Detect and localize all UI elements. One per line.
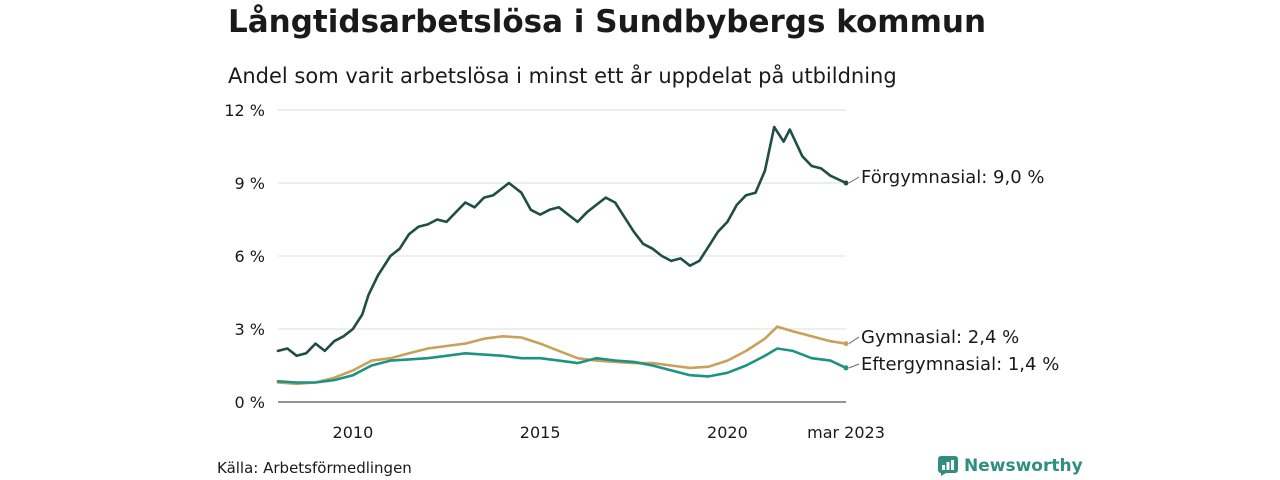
series-end-point <box>843 180 849 186</box>
series-line-gymnasial <box>276 325 848 386</box>
series-lines <box>276 125 849 386</box>
y-tick-label: 0 % <box>235 393 265 412</box>
chart-subtitle: Andel som varit arbetslösa i minst ett å… <box>228 64 897 88</box>
y-tick-label: 6 % <box>235 247 265 266</box>
brand-name: Newsworthy <box>964 456 1083 476</box>
series-end-label: Eftergymnasial: 1,4 % <box>861 354 1059 375</box>
label-leader-line <box>848 336 860 345</box>
series-line-eftergymnasial <box>276 347 848 384</box>
label-leader-line <box>848 176 860 184</box>
series-end-label: Gymnasial: 2,4 % <box>861 327 1019 348</box>
chart-title: Långtidsarbetslösa i Sundbybergs kommun <box>228 4 987 40</box>
y-tick-label: 9 % <box>235 174 265 193</box>
source-note: Källa: Arbetsförmedlingen <box>217 459 412 477</box>
series-end-label: Förgymnasial: 9,0 % <box>861 167 1045 188</box>
gridlines <box>278 109 846 403</box>
y-tick-label: 3 % <box>235 320 265 339</box>
series-line-förgymnasial <box>276 125 848 358</box>
label-leader-line <box>848 363 860 369</box>
newsworthy-logo-icon <box>938 456 958 476</box>
x-tick-label: mar 2023 <box>807 423 885 442</box>
x-tick-label: 2010 <box>333 423 374 442</box>
x-tick-label: 2020 <box>707 423 748 442</box>
y-tick-label: 12 % <box>224 101 265 120</box>
y-axis-ticks: 0 % 3 % 6 % 9 % 12 % <box>224 101 265 412</box>
x-axis-ticks: 2010 2015 2020 mar 2023 <box>333 423 885 442</box>
brand-logo: Newsworthy <box>938 456 1083 476</box>
series-end-point <box>843 365 849 371</box>
x-tick-label: 2015 <box>520 423 561 442</box>
series-end-point <box>843 341 849 347</box>
series-end-labels: Förgymnasial: 9,0 % Gymnasial: 2,4 % Efter… <box>848 167 1059 375</box>
